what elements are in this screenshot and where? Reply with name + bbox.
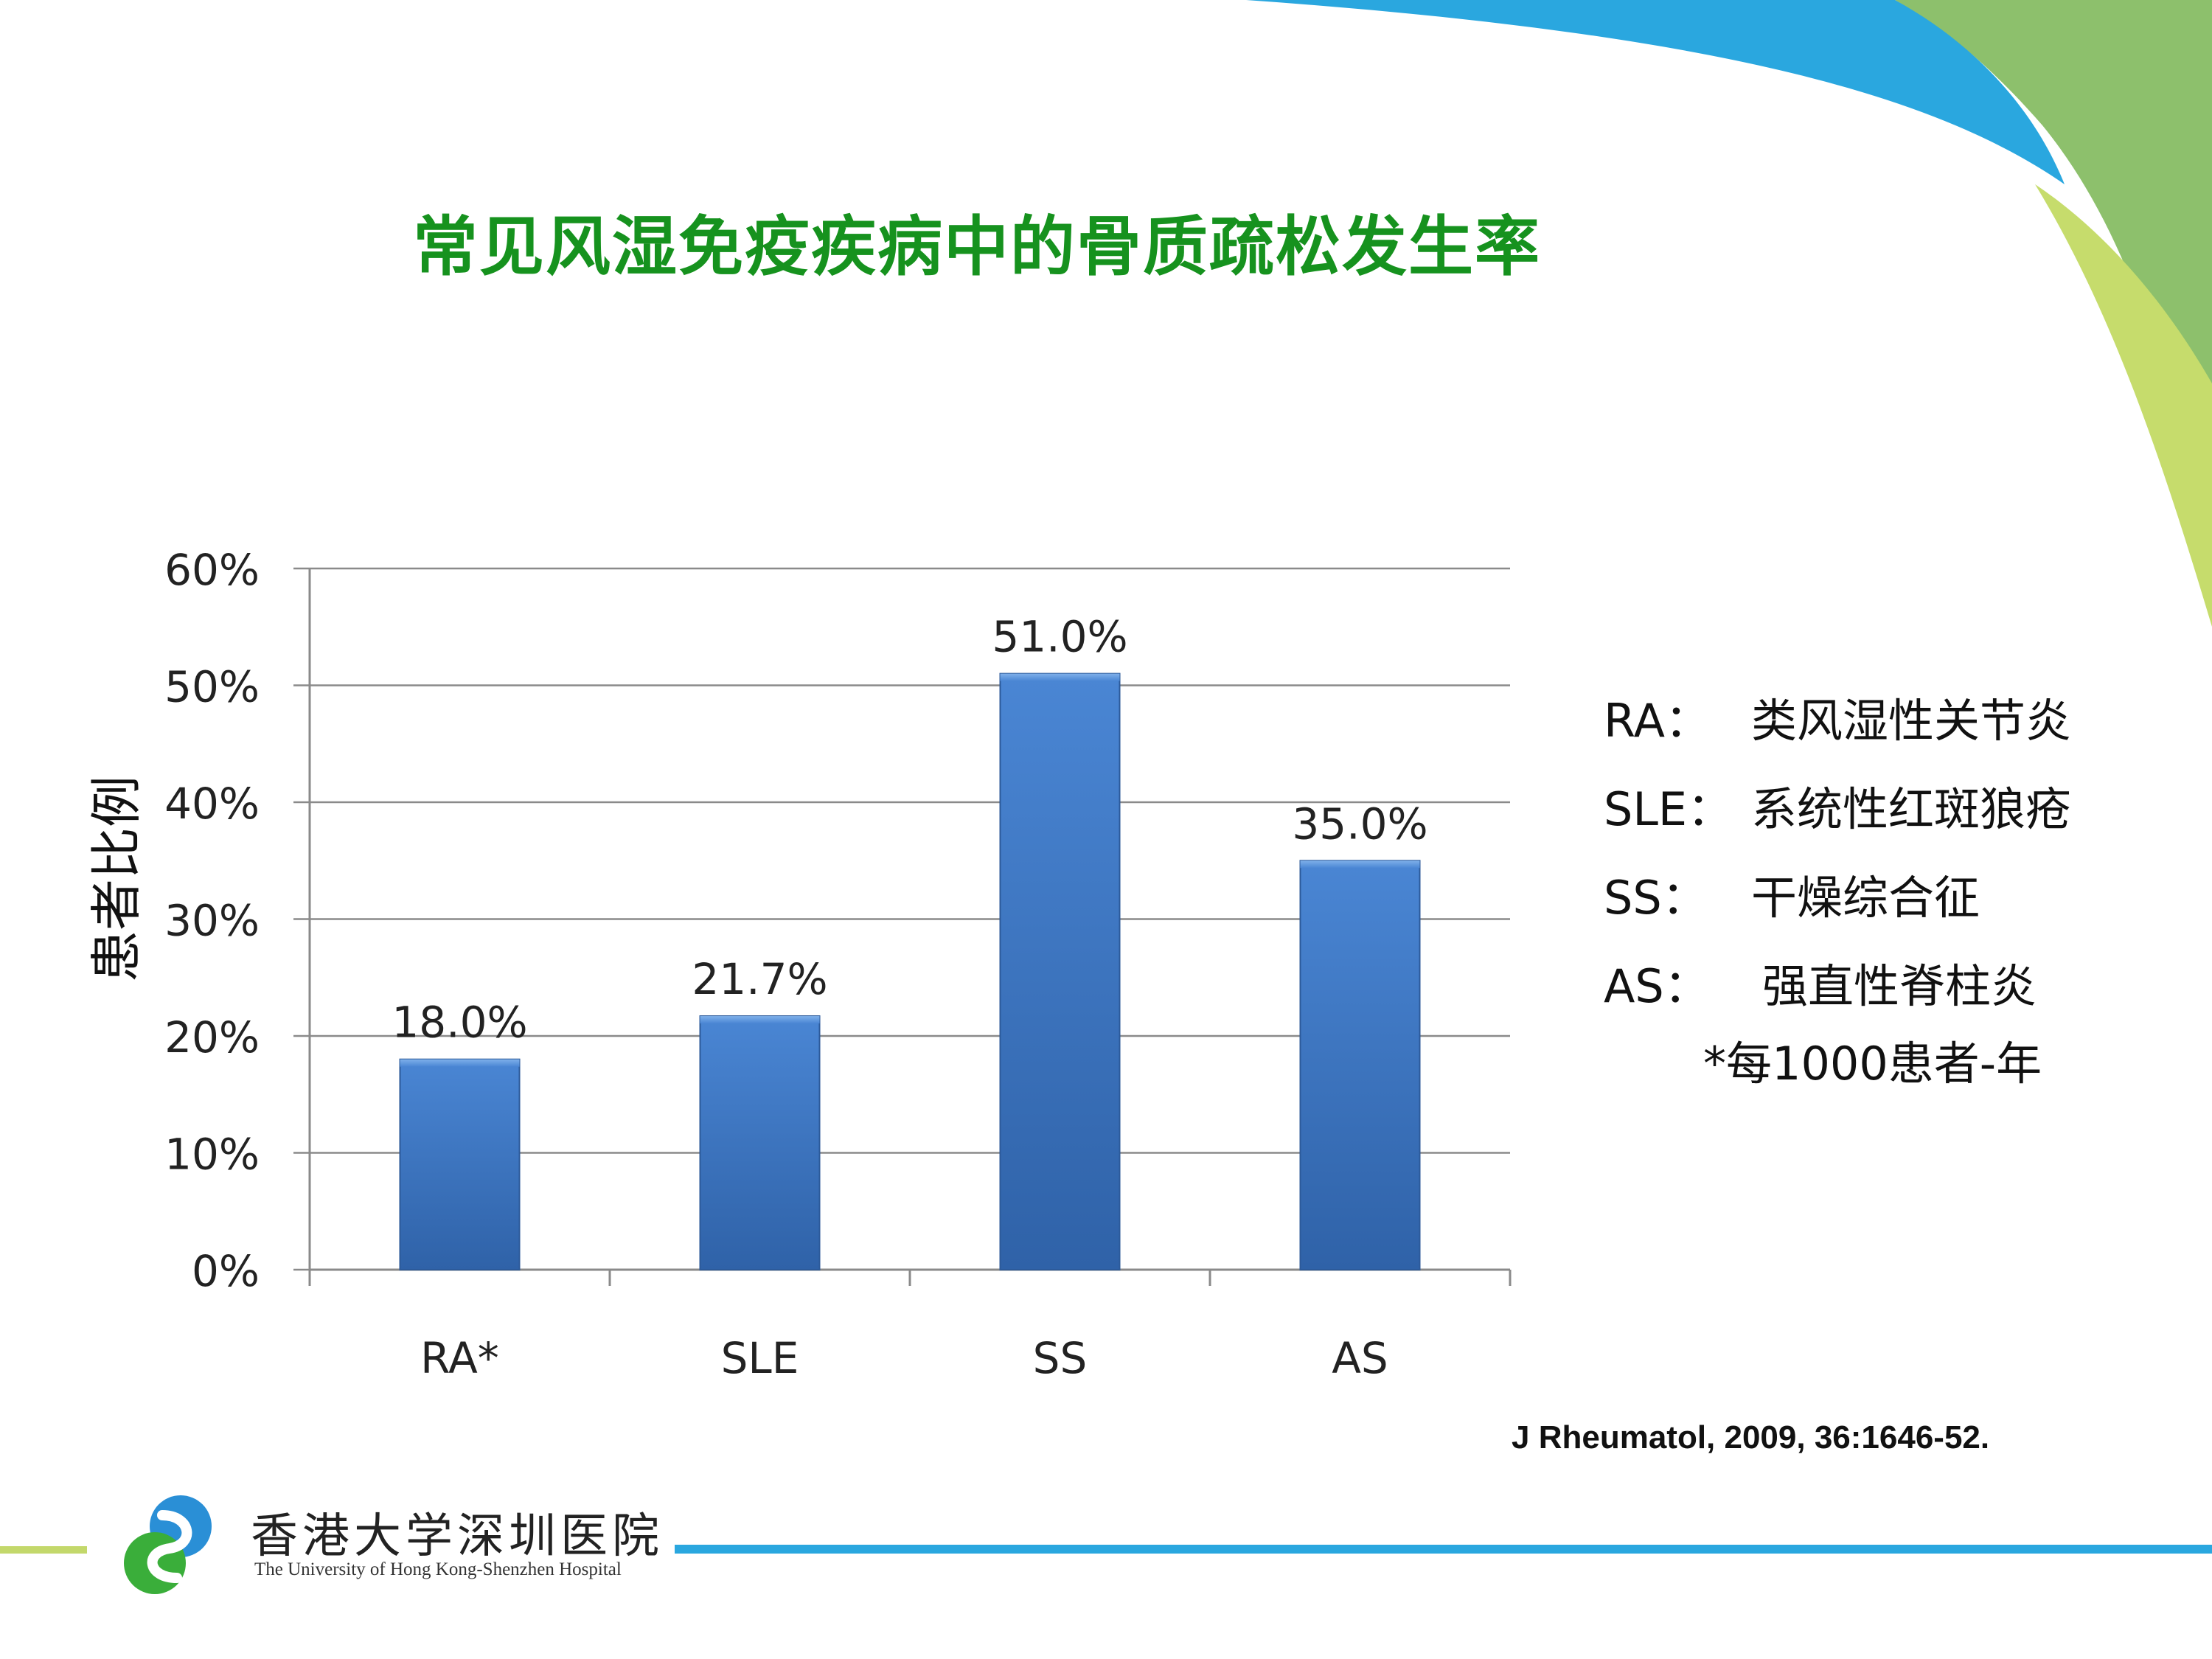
y-tick-label: 60% [164,545,260,595]
legend-abbr: AS： [1604,959,1710,1013]
data-label: 51.0% [992,612,1127,662]
bar [999,672,1121,1270]
data-label: 21.7% [692,954,827,1004]
hospital-logo-icon [124,1495,212,1594]
hospital-name-en: The University of Hong Kong-Shenzhen Hos… [254,1559,622,1579]
y-tick-label: 50% [164,662,260,712]
citation: J Rheumatol, 2009, 36:1646-52. [1512,1419,1990,1455]
abbreviation-legend: RA： 类风湿性关节炎 SLE： 系统性红斑狼疮 SS： 干燥综合征 AS： 强… [1604,677,2194,1031]
footer-line-right [675,1545,2212,1554]
x-tick-label: AS [1332,1333,1388,1383]
legend-desc: 干燥综合征 [1751,871,1980,925]
y-axis-label: 患者比例 [86,776,147,982]
y-tick-label: 20% [164,1012,260,1062]
corner-swoosh-blue [1246,0,2065,184]
corner-swoosh-green [1895,0,2212,612]
bar-highlight [1300,860,1420,869]
y-tick-label: 0% [192,1246,260,1296]
legend-desc: 类风湿性关节炎 [1751,694,2072,748]
bar-highlight [400,1059,520,1067]
legend-abbr: RA： [1604,694,1711,748]
legend-row-sle: SLE： 系统性红斑狼疮 [1604,765,2194,854]
x-tick-label: SS [1033,1333,1088,1383]
bar-highlight [1000,673,1120,681]
legend-abbr: SLE： [1604,782,1733,836]
x-tick-label: SLE [721,1333,799,1383]
y-tick-label: 10% [164,1130,260,1180]
legend-desc: 强直性脊柱炎 [1762,959,2037,1013]
legend-row-ss: SS： 干燥综合征 [1604,854,2194,942]
legend-row-ra: RA： 类风湿性关节炎 [1604,677,2194,765]
legend-abbr: SS： [1604,871,1708,925]
bar [699,1015,821,1271]
footnote: *每1000患者-年 [1703,1037,2042,1091]
legend-row-as: AS： 强直性脊柱炎 [1604,942,2194,1031]
bar [1299,860,1421,1270]
data-label: 35.0% [1292,799,1427,849]
data-label: 18.0% [392,998,527,1048]
hospital-name-cn: 香港大学深圳医院 [251,1509,664,1564]
y-tick-label: 40% [164,779,260,829]
slide-title: 常见风湿免疫疾病中的骨质疏松发生率 [413,209,1542,285]
bar-highlight [700,1016,820,1024]
x-tick-label: RA* [420,1333,499,1383]
footer-line-left [0,1546,87,1554]
corner-swoosh-lime [2035,184,2212,627]
legend-desc: 系统性红斑狼疮 [1751,782,2072,836]
bar [399,1058,521,1270]
y-tick-label: 30% [164,896,260,946]
